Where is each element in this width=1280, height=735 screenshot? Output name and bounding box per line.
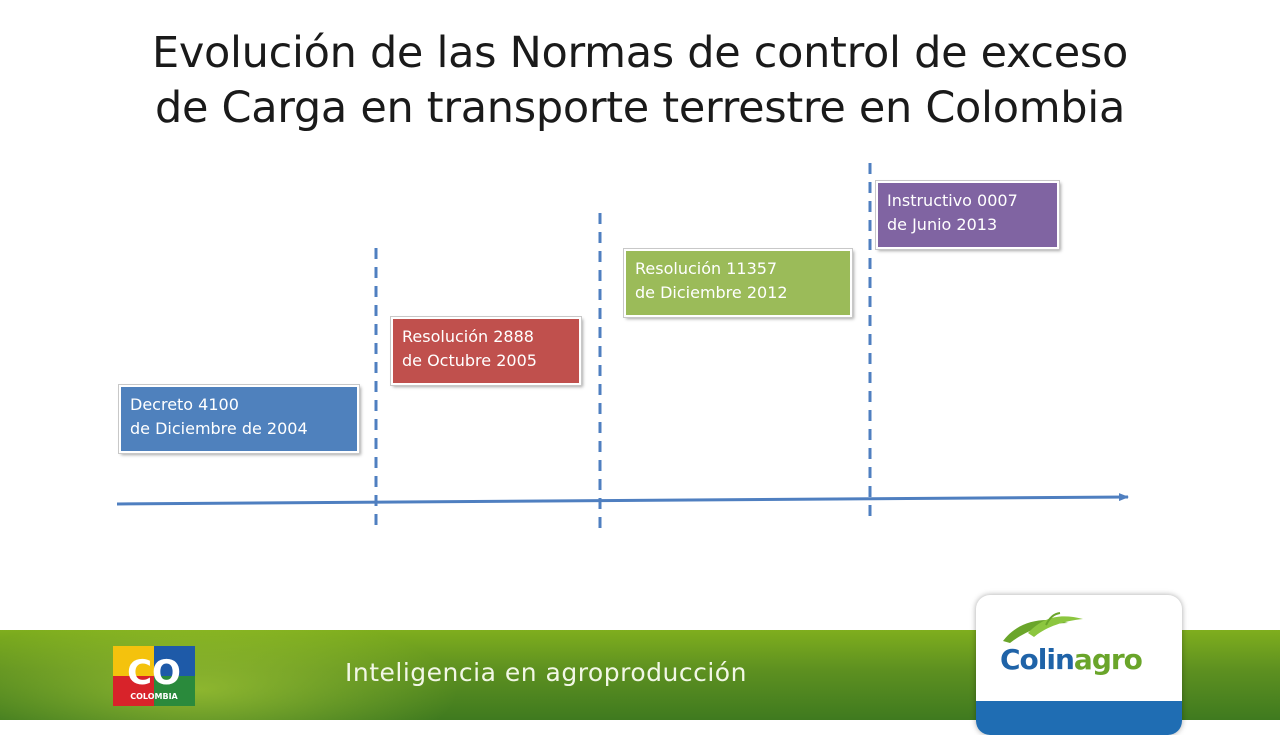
slide-title-line-1: Evolución de las Normas de control de ex… [152, 28, 1128, 78]
colombia-co-logo: CO COLOMBIA [113, 646, 195, 706]
event-4-line-2: de Junio 2013 [887, 215, 998, 234]
event-1-line-2: de Diciembre de 2004 [130, 419, 308, 438]
event-decreto-4100: Decreto 4100 de Diciembre de 2004 [118, 384, 360, 454]
timeline-axis-arrow [116, 493, 1129, 506]
slide-title-line-2: de Carga en transporte terrestre en Colo… [154, 83, 1125, 133]
brand-part-agro: agro [1073, 643, 1143, 676]
leaf-icon [1003, 612, 1083, 643]
event-2-line-1: Resolución 2888 [402, 327, 534, 346]
event-4-line-1: Instructivo 0007 [887, 191, 1018, 210]
event-1-line-1: Decreto 4100 [130, 395, 239, 414]
brand-card-blue-bar [976, 701, 1182, 735]
event-resolucion-2888: Resolución 2888 de Octubre 2005 [390, 316, 582, 386]
brand-part-colin: Colin [1000, 643, 1075, 676]
event-3-line-1: Resolución 11357 [635, 259, 778, 278]
footer-glow [0, 630, 460, 720]
event-3-line-2: de Diciembre 2012 [635, 283, 788, 302]
event-2-line-2: de Octubre 2005 [402, 351, 537, 370]
timeline-graphic [116, 163, 1129, 532]
footer-slogan: Inteligencia en agroproducción [345, 658, 747, 687]
co-logo-text: CO [127, 653, 181, 693]
co-logo-subtext: COLOMBIA [130, 692, 178, 701]
event-instructivo-0007: Instructivo 0007 de Junio 2013 [875, 180, 1060, 250]
slide-title: Evolución de las Normas de control de ex… [0, 26, 1280, 136]
event-resolucion-11357: Resolución 11357 de Diciembre 2012 [623, 248, 853, 318]
colinagro-brand-name: Colinagro [1000, 643, 1143, 676]
colinagro-logo-card: Colinagro [976, 595, 1182, 735]
